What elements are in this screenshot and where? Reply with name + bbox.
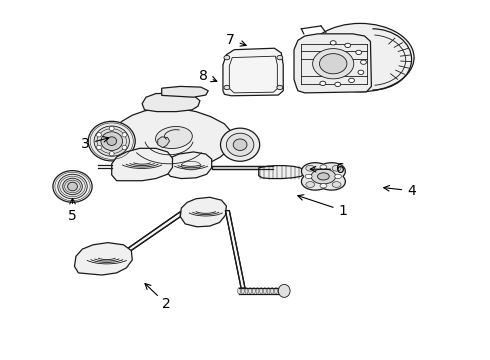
Text: 5: 5 — [68, 198, 77, 223]
Ellipse shape — [306, 165, 315, 171]
Ellipse shape — [278, 284, 290, 297]
Text: 3: 3 — [81, 136, 109, 151]
Ellipse shape — [320, 184, 327, 188]
Ellipse shape — [97, 145, 101, 150]
Ellipse shape — [88, 121, 135, 161]
Ellipse shape — [241, 288, 244, 294]
Ellipse shape — [264, 288, 267, 294]
Ellipse shape — [58, 174, 87, 199]
Text: 4: 4 — [384, 184, 416, 198]
Text: 1: 1 — [298, 195, 347, 217]
Text: 2: 2 — [145, 284, 171, 311]
Ellipse shape — [356, 50, 362, 55]
Ellipse shape — [306, 182, 315, 188]
Ellipse shape — [107, 137, 117, 145]
Polygon shape — [167, 152, 212, 179]
Ellipse shape — [256, 288, 259, 294]
Polygon shape — [142, 93, 200, 112]
Ellipse shape — [63, 178, 82, 195]
Ellipse shape — [358, 70, 364, 75]
Ellipse shape — [226, 133, 254, 156]
Ellipse shape — [274, 288, 277, 294]
Polygon shape — [74, 243, 132, 275]
Ellipse shape — [267, 288, 270, 294]
Ellipse shape — [348, 78, 354, 82]
Text: 7: 7 — [226, 33, 246, 46]
Ellipse shape — [335, 174, 342, 179]
Ellipse shape — [248, 288, 252, 294]
Polygon shape — [259, 166, 305, 179]
Ellipse shape — [278, 288, 281, 294]
Text: 8: 8 — [199, 69, 217, 82]
Ellipse shape — [332, 165, 341, 171]
Ellipse shape — [330, 41, 336, 45]
Ellipse shape — [109, 152, 114, 156]
Ellipse shape — [260, 288, 263, 294]
Ellipse shape — [233, 139, 247, 150]
Ellipse shape — [270, 288, 274, 294]
Ellipse shape — [224, 85, 230, 90]
Ellipse shape — [332, 182, 341, 188]
Ellipse shape — [320, 81, 326, 86]
Polygon shape — [180, 197, 226, 227]
Ellipse shape — [238, 288, 241, 294]
Ellipse shape — [94, 126, 129, 156]
Ellipse shape — [224, 55, 230, 60]
Polygon shape — [212, 166, 273, 169]
Ellipse shape — [122, 145, 127, 150]
Polygon shape — [162, 86, 208, 97]
Ellipse shape — [305, 174, 312, 179]
Ellipse shape — [277, 55, 283, 60]
Ellipse shape — [109, 126, 114, 131]
Polygon shape — [104, 108, 233, 168]
Ellipse shape — [101, 132, 122, 150]
Ellipse shape — [97, 133, 101, 137]
Ellipse shape — [335, 82, 341, 86]
Ellipse shape — [277, 85, 283, 90]
Ellipse shape — [361, 60, 367, 64]
Ellipse shape — [320, 165, 327, 169]
Ellipse shape — [252, 288, 255, 294]
Polygon shape — [225, 211, 245, 288]
Ellipse shape — [345, 43, 351, 48]
Ellipse shape — [122, 133, 127, 137]
Polygon shape — [112, 148, 172, 181]
Polygon shape — [120, 212, 180, 258]
Polygon shape — [223, 48, 283, 96]
Ellipse shape — [311, 169, 336, 184]
Ellipse shape — [220, 128, 260, 161]
Ellipse shape — [155, 126, 193, 149]
Polygon shape — [158, 137, 170, 148]
Ellipse shape — [68, 182, 77, 191]
Ellipse shape — [245, 288, 248, 294]
Ellipse shape — [319, 54, 347, 74]
Polygon shape — [294, 34, 371, 93]
Text: 6: 6 — [310, 162, 345, 176]
Polygon shape — [301, 163, 345, 190]
Ellipse shape — [313, 49, 354, 79]
Ellipse shape — [318, 173, 329, 180]
Ellipse shape — [306, 23, 414, 92]
Ellipse shape — [53, 171, 92, 202]
